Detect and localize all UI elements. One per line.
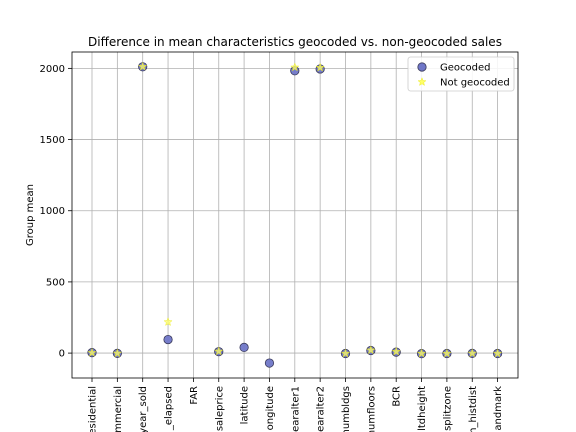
y-ticks: 0 500 1000 1500 2000 [40,64,72,360]
not-geocoded-point [138,61,148,71]
not-geocoded-point [315,62,325,72]
not-geocoded-point [493,348,503,358]
x-ticks: esidential mmercial year_sold _elapsed FAR sa… [88,378,504,432]
not-geocoded-point [417,348,427,358]
x-tick-label: numfloors [366,386,377,432]
geocoded-point [264,358,275,368]
legend-label: Not geocoded [440,78,510,89]
not-geocoded-point [467,348,477,358]
x-tick-label: latitude [240,386,251,424]
x-tick-label: year_sold [138,386,149,432]
x-tick-label: splitzone [442,386,453,431]
x-tick-label: ongitude [265,386,276,430]
y-tick-label: 0 [59,349,65,360]
not-geocoded-point [442,348,452,358]
legend-box [407,56,515,92]
y-tick-label: 2000 [40,64,65,75]
y-tick-label: 1500 [40,135,65,146]
chart-title: Difference in mean characteristics geoco… [88,35,502,49]
not-geocoded-point [214,346,224,356]
not-geocoded-point [366,345,376,355]
x-tick-label: earalter2 [316,386,327,432]
not-geocoded-point [87,348,97,357]
y-tick-label: 1000 [40,206,65,217]
not-geocoded-point [163,317,173,326]
x-tick-label: mmercial [113,386,124,432]
x-tick-label: saleprice [214,386,225,431]
not-geocoded-point [290,62,300,72]
x-tick-label: BCR [392,386,403,407]
not-geocoded-point [391,346,401,356]
geocoded-point [239,342,249,352]
not-geocoded-point [340,348,351,358]
x-tick-label: andmark [493,386,504,431]
legend-marker-geocoded [417,62,427,72]
y-axis-label: Group mean [25,184,36,246]
legend-marker-not-geocoded [417,77,427,86]
x-tick-label: earalter1 [290,386,301,432]
legend-label: Geocoded [440,63,490,74]
marks-layer [87,61,503,368]
legend: Geocoded Not geocoded [407,56,515,92]
x-tick-label: FAR [189,386,200,405]
geocoded-point [163,334,173,345]
x-tick-label: _elapsed [164,386,175,431]
y-tick-label: 500 [46,277,65,288]
not-geocoded-point [112,348,122,358]
x-tick-label: numbldgs [341,386,352,432]
x-tick-label: ltdheight [417,386,428,431]
x-tick-label: esidential [88,386,99,432]
x-tick-label: n_histdist [468,386,479,432]
